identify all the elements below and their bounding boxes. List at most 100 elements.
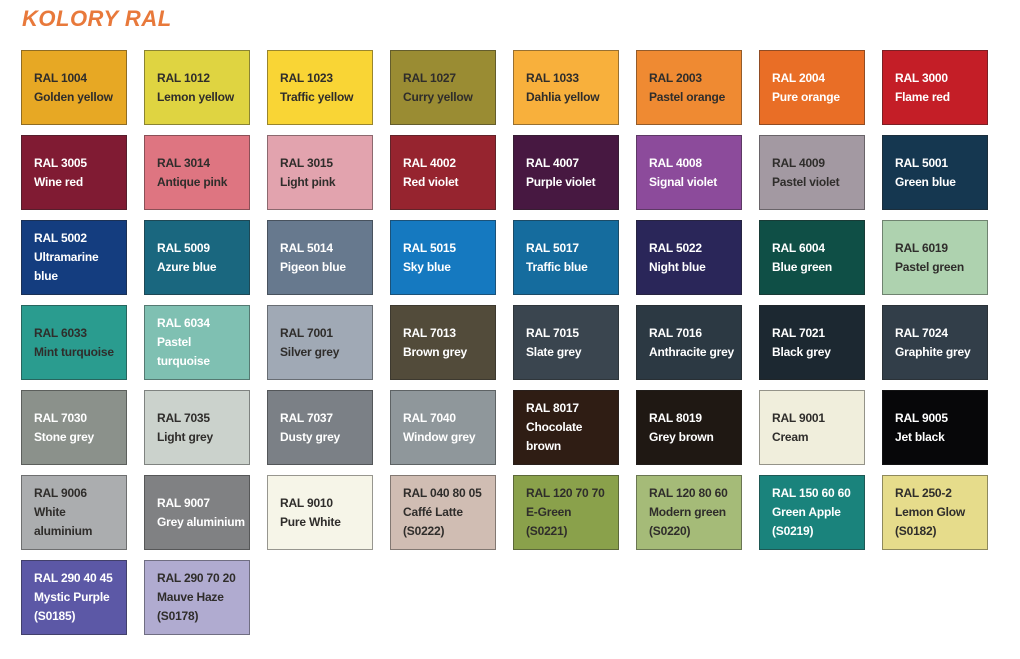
swatch-ral-code: RAL 5014 xyxy=(280,240,333,255)
swatch-ral-code: RAL 3014 xyxy=(157,155,210,170)
swatch-ral-code: RAL 290 40 45 xyxy=(34,571,113,585)
swatch-ral-code: RAL 7030 xyxy=(34,410,87,425)
color-swatch: RAL 7024 Graphite grey xyxy=(882,305,988,380)
color-swatch: RAL 7040 Window grey xyxy=(390,390,496,465)
swatch-ral-code: RAL 9001 xyxy=(772,410,825,425)
swatch-ral-code: RAL 3000 xyxy=(895,70,948,85)
swatch-color-name: E-Green xyxy=(526,505,572,519)
color-swatch: RAL 4009 Pastel violet xyxy=(759,135,865,210)
swatch-color-name: Dahlia yellow xyxy=(526,89,600,104)
swatch-ral-code: RAL 5001 xyxy=(895,155,948,170)
swatch-color-name: Anthracite grey xyxy=(649,344,735,359)
color-swatch: RAL 6034 Pastel turquoise xyxy=(144,305,250,380)
swatch-color-name: Mauve Haze xyxy=(157,590,224,604)
swatch-ral-code: RAL 4002 xyxy=(403,155,456,170)
color-swatch: RAL 4007 Purple violet xyxy=(513,135,619,210)
swatch-ral-code: RAL 1004 xyxy=(34,70,87,85)
swatch-ral-code: RAL 1027 xyxy=(403,70,456,85)
swatch-color-name: Grey aluminium xyxy=(157,514,245,529)
swatch-ral-code: RAL 7037 xyxy=(280,410,333,425)
color-swatch: RAL 1012 Lemon yellow xyxy=(144,50,250,125)
swatch-color-name: Pastel orange xyxy=(649,89,726,104)
swatch-ral-code: RAL 5015 xyxy=(403,240,456,255)
color-swatch: RAL 9005 Jet black xyxy=(882,390,988,465)
swatch-ral-code: RAL 9010 xyxy=(280,495,333,510)
color-swatch: RAL 120 80 60 Modern green (S0220) xyxy=(636,475,742,550)
swatch-ral-code: RAL 7021 xyxy=(772,325,825,340)
color-swatch: RAL 9010 Pure White xyxy=(267,475,373,550)
color-swatch: RAL 4008 Signal violet xyxy=(636,135,742,210)
swatch-ral-code: RAL 7001 xyxy=(280,325,333,340)
swatch-color-name: Blue green xyxy=(772,259,833,274)
swatch-color-name: Green Apple xyxy=(772,505,841,519)
swatch-ral-code: RAL 4008 xyxy=(649,155,702,170)
color-swatch: RAL 9006 White aluminium xyxy=(21,475,127,550)
swatch-color-name: Green blue xyxy=(895,174,956,189)
swatch-ral-code: RAL 5017 xyxy=(526,240,579,255)
color-swatch: RAL 7037 Dusty grey xyxy=(267,390,373,465)
swatch-color-name: Flame red xyxy=(895,89,950,104)
color-swatch: RAL 1023 Traffic yellow xyxy=(267,50,373,125)
color-swatch: RAL 5022 Night blue xyxy=(636,220,742,295)
swatch-grid: RAL 1004 Golden yellow RAL 1012 Lemon ye… xyxy=(21,50,988,635)
color-swatch: RAL 6004 Blue green xyxy=(759,220,865,295)
swatch-ral-code: RAL 3015 xyxy=(280,155,333,170)
color-swatch: RAL 5009 Azure blue xyxy=(144,220,250,295)
swatch-color-name: Black grey xyxy=(772,344,831,359)
swatch-ral-code: RAL 150 60 60 xyxy=(772,486,851,500)
swatch-color-name: Graphite grey xyxy=(895,344,971,359)
swatch-ral-code: RAL 9005 xyxy=(895,410,948,425)
swatch-color-name: Antique pink xyxy=(157,174,228,189)
color-swatch: RAL 120 70 70 E-Green (S0221) xyxy=(513,475,619,550)
swatch-ral-code: RAL 1033 xyxy=(526,70,579,85)
swatch-color-name: Mystic Purple xyxy=(34,590,110,604)
swatch-ral-code: RAL 040 80 05 xyxy=(403,486,482,500)
swatch-ral-code: RAL 2003 xyxy=(649,70,702,85)
color-swatch: RAL 040 80 05 Caffé Latte (S0222) xyxy=(390,475,496,550)
swatch-ral-code: RAL 5002 xyxy=(34,231,87,245)
swatch-color-name: Light pink xyxy=(280,174,336,189)
color-swatch: RAL 8017 Chocolate brown xyxy=(513,390,619,465)
swatch-color-name: Night blue xyxy=(649,259,706,274)
swatch-ral-code: RAL 8019 xyxy=(649,410,702,425)
swatch-sub-code: (S0219) xyxy=(772,524,814,538)
color-swatch: RAL 9007 Grey aluminium xyxy=(144,475,250,550)
swatch-color-name: Purple violet xyxy=(526,174,596,189)
swatch-ral-code: RAL 6019 xyxy=(895,240,948,255)
swatch-ral-code: RAL 6034 xyxy=(157,316,210,330)
swatch-color-name: Stone grey xyxy=(34,429,95,444)
color-swatch: RAL 6019 Pastel green xyxy=(882,220,988,295)
swatch-color-name: Jet black xyxy=(895,429,945,444)
swatch-color-name: Grey brown xyxy=(649,429,714,444)
color-swatch: RAL 150 60 60 Green Apple (S0219) xyxy=(759,475,865,550)
color-swatch: RAL 7035 Light grey xyxy=(144,390,250,465)
color-swatch: RAL 5001 Green blue xyxy=(882,135,988,210)
swatch-ral-code: RAL 120 70 70 xyxy=(526,486,605,500)
swatch-color-name: Traffic yellow xyxy=(280,89,354,104)
color-swatch: RAL 7030 Stone grey xyxy=(21,390,127,465)
swatch-ral-code: RAL 9007 xyxy=(157,495,210,510)
color-swatch: RAL 5002 Ultramarine blue xyxy=(21,220,127,295)
swatch-color-name: Ultramarine blue xyxy=(34,250,99,283)
swatch-sub-code: (S0185) xyxy=(34,609,76,623)
swatch-color-name: Traffic blue xyxy=(526,259,588,274)
swatch-color-name: Slate grey xyxy=(526,344,582,359)
swatch-color-name: Mint turquoise xyxy=(34,344,114,359)
swatch-ral-code: RAL 7016 xyxy=(649,325,702,340)
swatch-sub-code: (S0220) xyxy=(649,524,691,538)
color-swatch: RAL 5014 Pigeon blue xyxy=(267,220,373,295)
swatch-color-name: Pure orange xyxy=(772,89,840,104)
swatch-color-name: Modern green xyxy=(649,505,726,519)
swatch-color-name: Signal violet xyxy=(649,174,718,189)
swatch-color-name: Silver grey xyxy=(280,344,340,359)
color-swatch: RAL 290 70 20 Mauve Haze (S0178) xyxy=(144,560,250,635)
color-swatch: RAL 7001 Silver grey xyxy=(267,305,373,380)
swatch-color-name: Window grey xyxy=(403,429,476,444)
color-swatch: RAL 9001 Cream xyxy=(759,390,865,465)
swatch-color-name: Pastel violet xyxy=(772,174,840,189)
color-swatch: RAL 7015 Slate grey xyxy=(513,305,619,380)
swatch-ral-code: RAL 1012 xyxy=(157,70,210,85)
swatch-color-name: Light grey xyxy=(157,429,214,444)
page-title: KOLORY RAL xyxy=(22,6,172,31)
